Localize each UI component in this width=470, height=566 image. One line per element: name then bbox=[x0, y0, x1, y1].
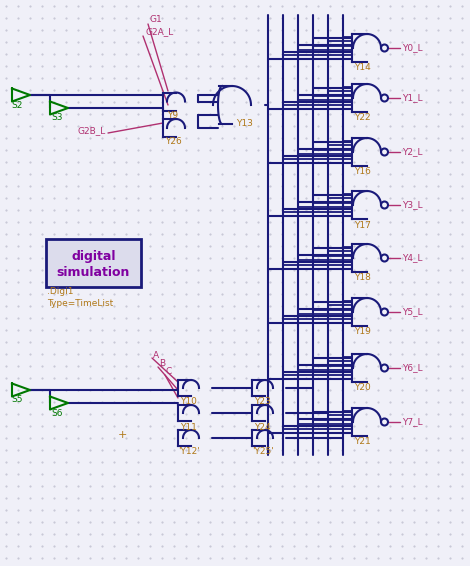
Text: Y26: Y26 bbox=[165, 138, 182, 147]
Text: A: A bbox=[153, 350, 159, 359]
Text: S2: S2 bbox=[11, 101, 23, 109]
Text: Y23: Y23 bbox=[254, 397, 271, 406]
Text: C: C bbox=[166, 367, 172, 376]
Text: 'Y25': 'Y25' bbox=[252, 448, 274, 457]
Text: Y19: Y19 bbox=[354, 328, 371, 337]
Text: Y24: Y24 bbox=[254, 422, 271, 431]
Text: B: B bbox=[159, 359, 165, 368]
Text: Y6_L: Y6_L bbox=[402, 363, 423, 372]
Text: G2A_L: G2A_L bbox=[145, 28, 173, 36]
Text: Y20: Y20 bbox=[354, 384, 371, 392]
Text: Y16: Y16 bbox=[354, 168, 371, 177]
Text: Y21: Y21 bbox=[354, 438, 371, 447]
Text: Y4_L: Y4_L bbox=[402, 254, 423, 263]
Text: Y10: Y10 bbox=[180, 397, 197, 406]
Text: Y13: Y13 bbox=[236, 118, 253, 127]
Text: Y1_L: Y1_L bbox=[402, 93, 423, 102]
Text: G1: G1 bbox=[150, 15, 163, 24]
Text: Y7_L: Y7_L bbox=[402, 418, 423, 427]
Text: S5: S5 bbox=[11, 396, 23, 405]
Text: Y0_L: Y0_L bbox=[402, 44, 423, 53]
Text: S3: S3 bbox=[51, 114, 63, 122]
Text: Y3_L: Y3_L bbox=[402, 200, 423, 209]
Text: Type=TimeList: Type=TimeList bbox=[47, 299, 113, 308]
Text: G2B_L: G2B_L bbox=[78, 126, 106, 135]
Text: 'Y12': 'Y12' bbox=[178, 448, 200, 457]
Text: .Digi1: .Digi1 bbox=[47, 288, 73, 297]
Text: Y9: Y9 bbox=[167, 111, 178, 120]
Text: digital: digital bbox=[71, 250, 116, 263]
Text: Y5_L: Y5_L bbox=[402, 307, 423, 316]
Text: Y18: Y18 bbox=[354, 273, 371, 282]
Text: Y2_L: Y2_L bbox=[402, 148, 423, 157]
Text: +: + bbox=[118, 430, 127, 440]
Text: Y17: Y17 bbox=[354, 221, 371, 229]
Text: Y22: Y22 bbox=[354, 114, 371, 122]
Text: simulation: simulation bbox=[57, 265, 130, 278]
Text: S6: S6 bbox=[51, 409, 63, 418]
Text: Y14: Y14 bbox=[354, 63, 371, 72]
FancyBboxPatch shape bbox=[46, 239, 141, 287]
Text: Y11: Y11 bbox=[180, 422, 197, 431]
